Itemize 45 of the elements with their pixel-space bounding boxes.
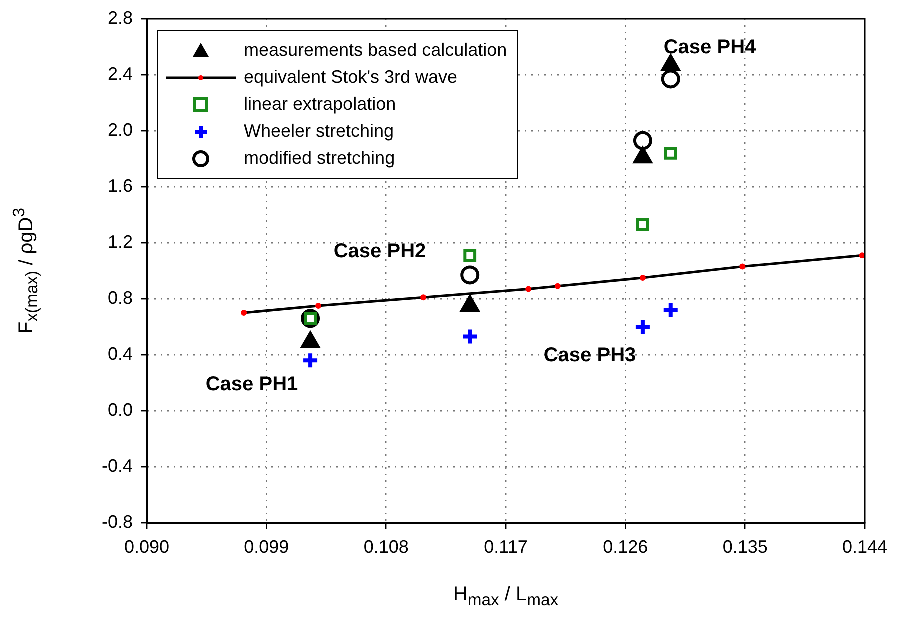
point (664, 146, 678, 160)
point (740, 264, 746, 270)
y-tick-label: 2.0 (108, 120, 133, 140)
point (661, 70, 680, 89)
annotation: Case PH1 (206, 374, 298, 396)
point (460, 266, 480, 285)
point (241, 310, 248, 316)
x-tick-label: 0.099 (244, 536, 290, 557)
point (420, 294, 427, 301)
y-tick-label: -0.4 (102, 456, 133, 476)
point (302, 352, 320, 370)
point (464, 249, 477, 262)
annotation: Case PH3 (544, 344, 636, 367)
annotation: Case PH4 (664, 36, 758, 59)
y-tick-label: 1.6 (108, 176, 133, 196)
legend-label: modified stretching (244, 148, 396, 169)
legend-label: measurements based calculation (244, 40, 508, 61)
x-tick-label: 0.117 (484, 536, 528, 557)
point (316, 303, 322, 309)
x-tick-label: 0.090 (124, 536, 170, 557)
y-tick-label: 0.0 (108, 400, 133, 420)
y-tick-label: 0.4 (108, 344, 133, 364)
point (461, 328, 480, 346)
y-tick-label: -0.8 (102, 512, 133, 532)
point (859, 252, 865, 259)
point (526, 286, 532, 292)
y-tick-label: 0.8 (108, 288, 133, 308)
point (634, 318, 652, 336)
y-tick-label: 1.2 (108, 232, 133, 252)
point (640, 275, 646, 281)
annotation: Case PH2 (334, 240, 426, 263)
legend-label: linear extrapolation (244, 94, 396, 115)
y-tick-label: 2.8 (108, 8, 133, 28)
legend-label: equivalent Stok's 3rd wave (244, 67, 458, 88)
x-tick-label: 0.126 (603, 536, 648, 557)
point (554, 283, 561, 290)
x-tick-label: 0.108 (364, 536, 409, 557)
x-tick-label: 0.144 (842, 536, 888, 557)
point (633, 131, 652, 150)
x-axis-title: H$_{max}$ / L$_{max}$ (453, 584, 559, 610)
legend-label: Wheeler stretching (244, 121, 394, 142)
y-tick-label: 2.4 (108, 64, 133, 84)
x-tick-label: 0.135 (722, 536, 768, 557)
point (636, 218, 650, 232)
point (662, 301, 680, 320)
